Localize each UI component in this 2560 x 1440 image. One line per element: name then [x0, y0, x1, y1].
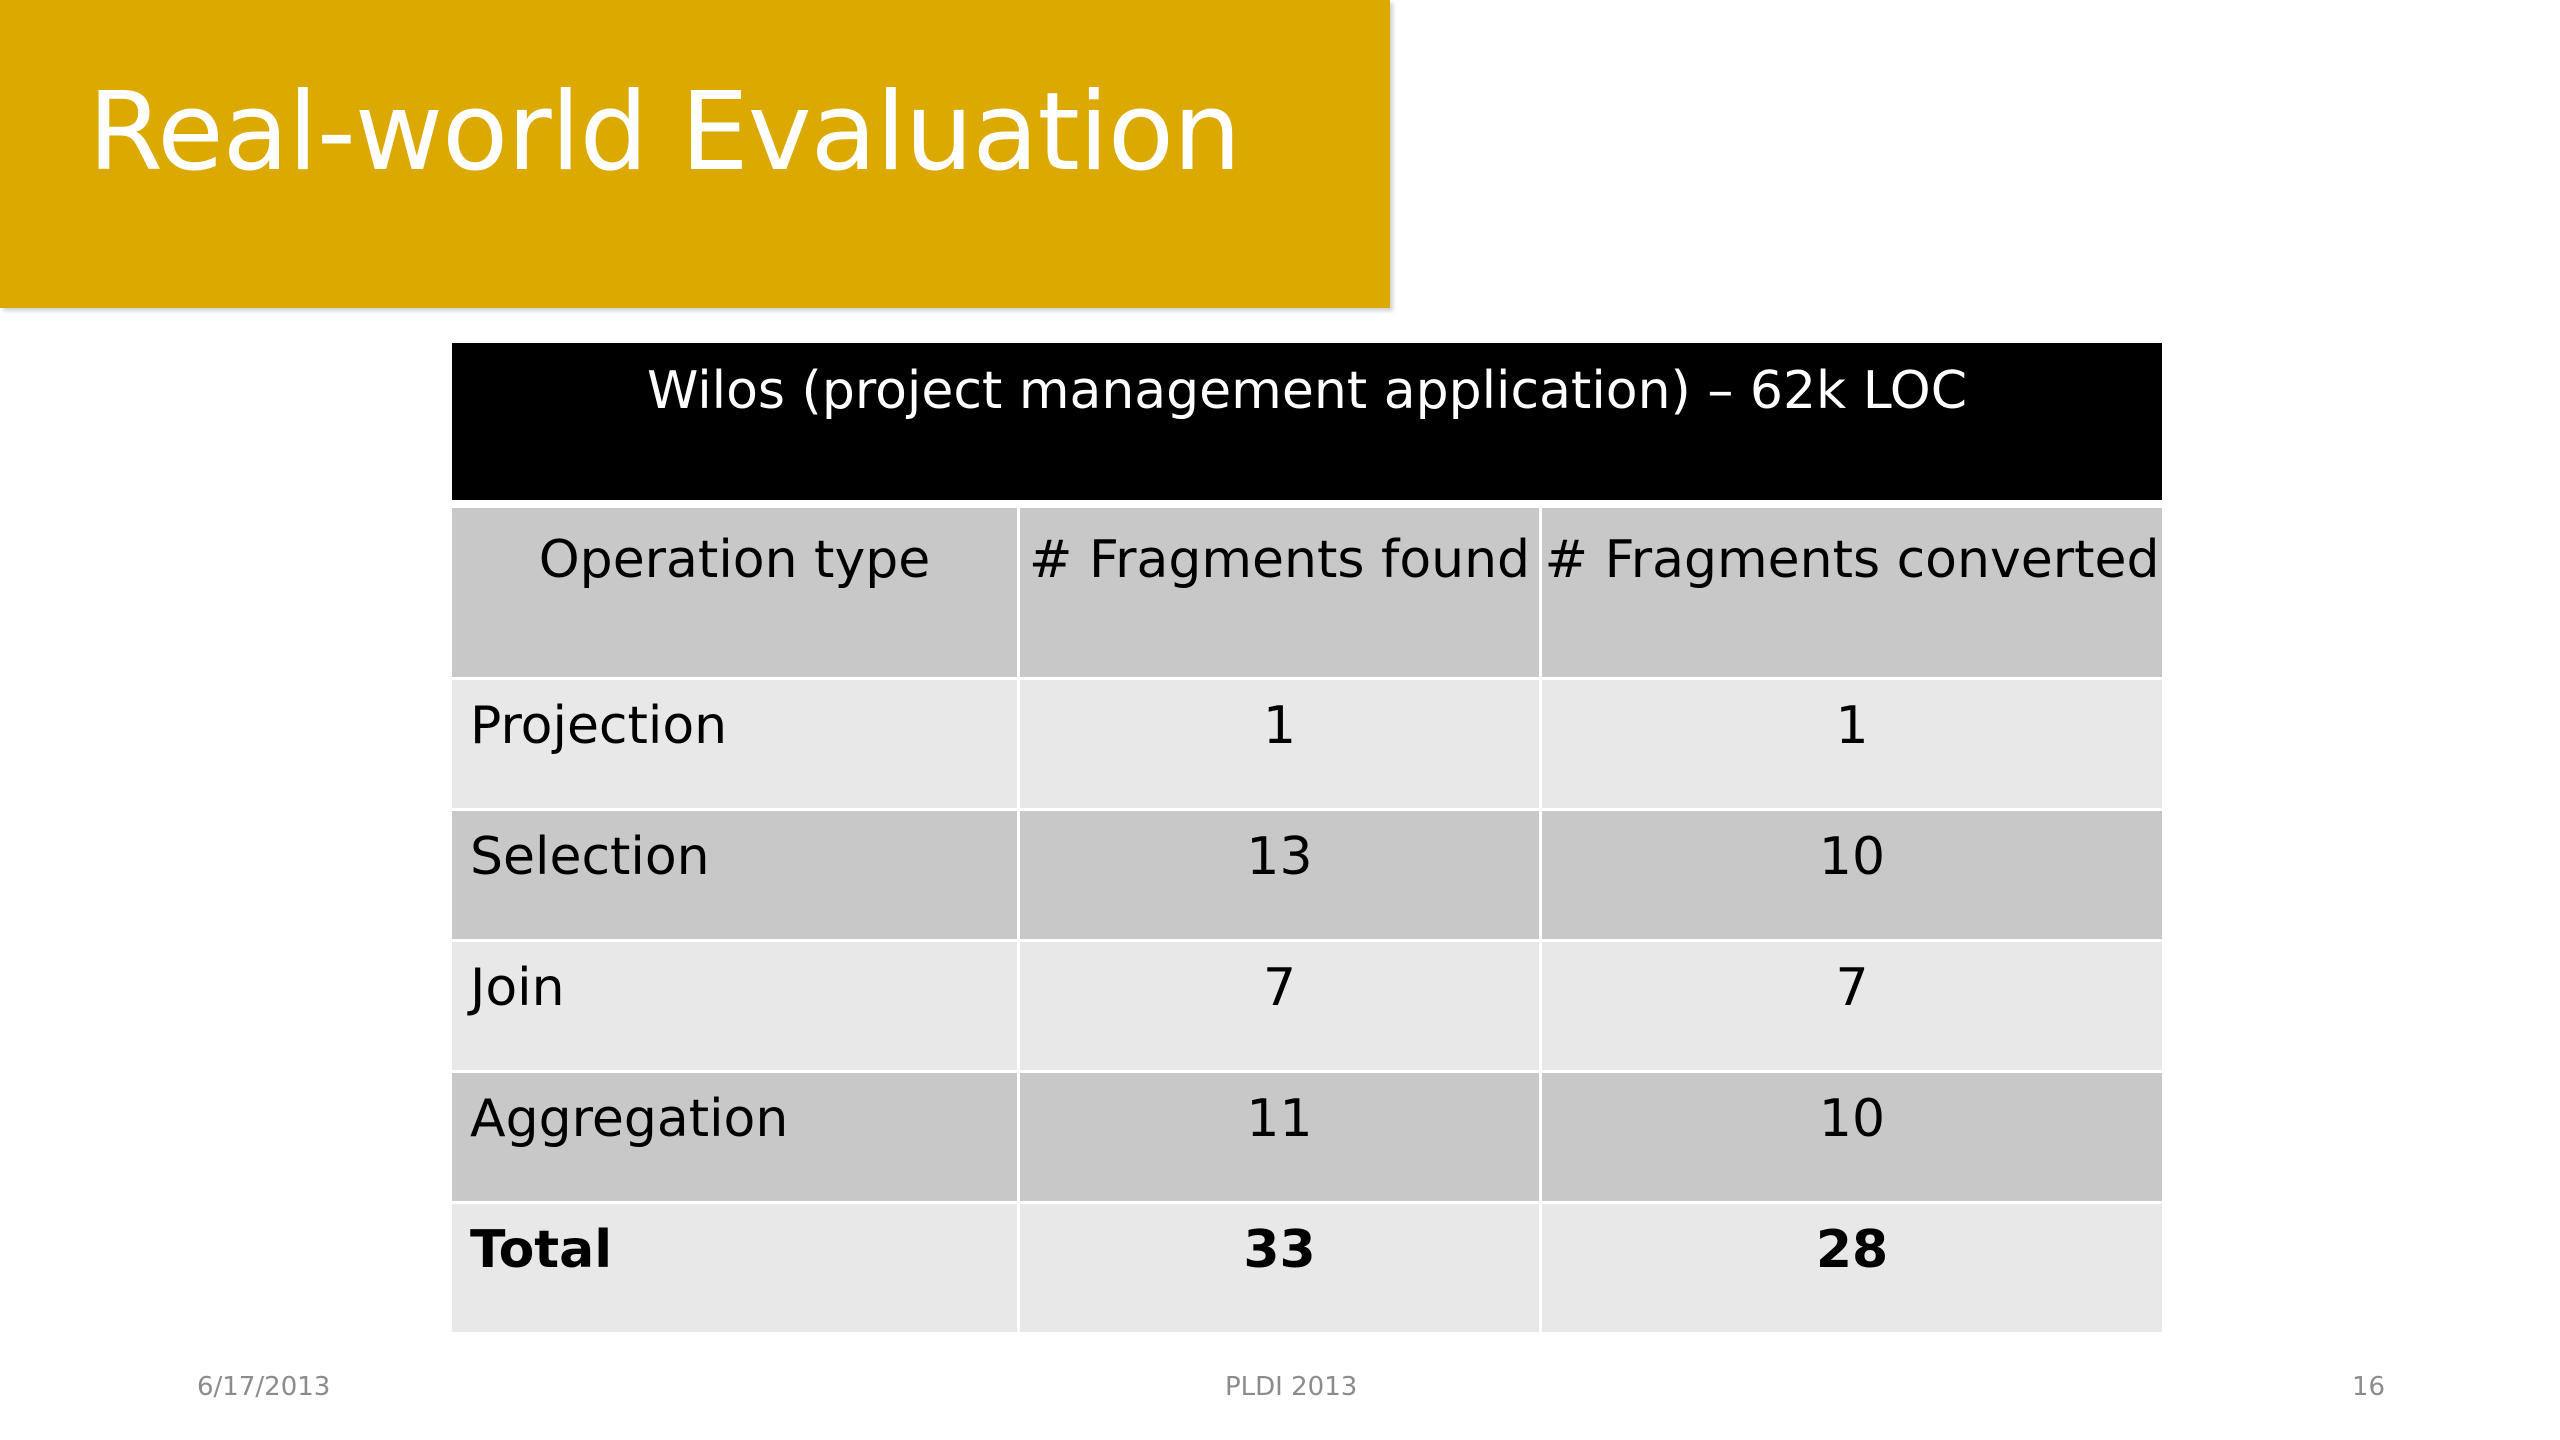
row-selection-found: 13 [1020, 811, 1542, 942]
title-bar: Real-world Evaluation [0, 0, 1390, 308]
row-join-found: 7 [1020, 942, 1542, 1073]
header-operation-type: Operation type [452, 500, 1020, 680]
row-total-found: 33 [1020, 1204, 1542, 1335]
table-grid: Operation type # Fragments found # Fragm… [452, 500, 2162, 1335]
row-projection-operation: Projection [452, 680, 1020, 811]
row-total-converted: 28 [1542, 1204, 2162, 1335]
footer-page-number: 16 [2352, 1372, 2386, 1402]
row-projection-found: 1 [1020, 680, 1542, 811]
header-fragments-converted: # Fragments converted [1542, 500, 2162, 680]
row-total-operation: Total [452, 1204, 1020, 1335]
row-selection-converted: 10 [1542, 811, 2162, 942]
footer-conference: PLDI 2013 [1225, 1372, 1358, 1402]
row-selection-operation: Selection [452, 811, 1020, 942]
header-fragments-found: # Fragments found [1020, 500, 1542, 680]
table-caption: Wilos (project management application) –… [452, 343, 2162, 500]
results-table: Wilos (project management application) –… [452, 343, 2162, 1335]
row-aggregation-found: 11 [1020, 1073, 1542, 1204]
row-aggregation-converted: 10 [1542, 1073, 2162, 1204]
footer-date: 6/17/2013 [197, 1372, 331, 1402]
row-projection-converted: 1 [1542, 680, 2162, 811]
row-join-converted: 7 [1542, 942, 2162, 1073]
row-aggregation-operation: Aggregation [452, 1073, 1020, 1204]
slide-title: Real-world Evaluation [88, 70, 1241, 195]
row-join-operation: Join [452, 942, 1020, 1073]
